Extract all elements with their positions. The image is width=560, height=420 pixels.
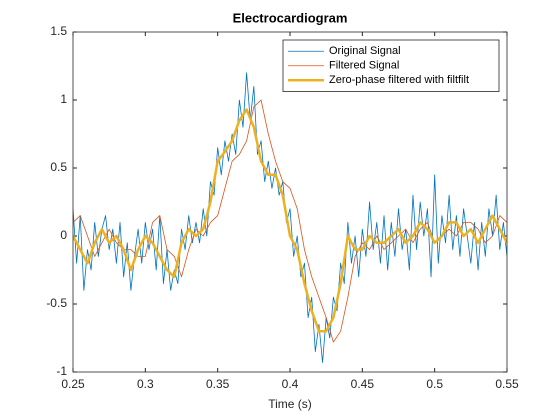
legend-label: Zero-phase filtered with filtfilt [329,74,469,86]
series-line [73,72,507,363]
x-tick-label: 0.3 [137,377,154,391]
y-tick-label: -0.5 [46,296,67,310]
legend: Original Signal Filtered Signal Zero-phase… [282,39,500,92]
legend-label: Original Signal [329,45,401,57]
axes-box [72,31,508,373]
y-tick-label: 0.5 [50,160,67,174]
x-tick-label: 0.45 [351,377,375,391]
y-tick-label: 1.5 [50,24,67,38]
series-line [73,108,507,333]
chart-title: Electrocardiogram [233,10,348,25]
x-tick-label: 0.4 [282,377,299,391]
x-axis-label: Time (s) [268,397,312,411]
x-tick-label: 0.25 [61,377,85,391]
y-tick-label: 1 [60,92,67,106]
x-tick-label: 0.5 [426,377,443,391]
legend-label: Filtered Signal [329,60,399,72]
x-tick-label: 0.55 [495,377,519,391]
y-tick-label: -1 [56,364,67,378]
x-tick-label: 0.35 [206,377,230,391]
y-tick-label: 0 [60,228,67,242]
